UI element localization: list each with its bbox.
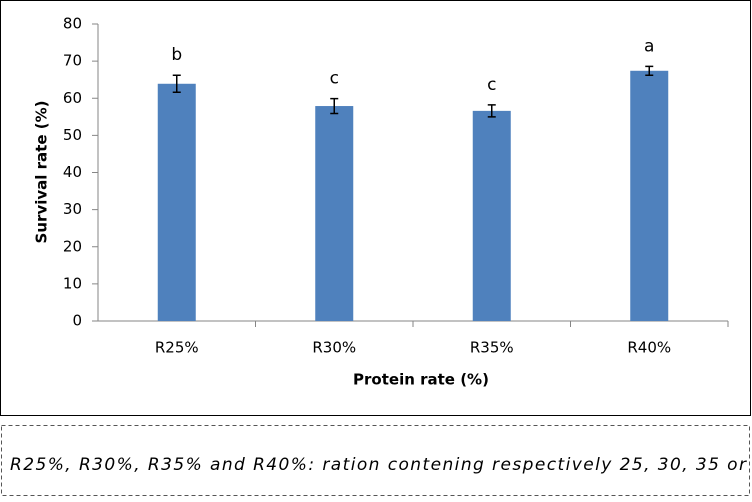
error-bar [172, 74, 181, 94]
x-tick-label: R35% [470, 339, 514, 357]
y-tick-label: 30 [63, 200, 82, 218]
bar [630, 70, 669, 321]
caption-frame [1, 425, 750, 496]
significance-label: b [171, 45, 182, 65]
x-tick-label: R30% [312, 339, 356, 357]
caption: R25%, R30%, R35% and R40%: ration conten… [10, 455, 747, 475]
significance-label: a [644, 36, 654, 56]
bar [157, 83, 196, 322]
chart-frame [0, 0, 751, 416]
significance-label: c [330, 69, 339, 89]
y-tick-label: 60 [63, 89, 82, 107]
x-axis-title: Protein rate (%) [353, 371, 489, 389]
y-tick-label: 0 [72, 312, 82, 330]
error-bar [645, 65, 654, 76]
bar [472, 110, 511, 321]
y-tick-label: 20 [63, 237, 82, 255]
x-tick-label: R25% [155, 339, 199, 357]
y-tick-label: 10 [63, 274, 82, 292]
significance-label: c [487, 75, 496, 95]
error-bar [487, 104, 496, 118]
x-tick-label: R40% [627, 339, 671, 357]
bar [315, 106, 354, 321]
y-axis-title: Survival rate (%) [33, 101, 51, 244]
y-tick-label: 40 [63, 163, 82, 181]
y-tick-label: 50 [63, 126, 82, 144]
y-tick-label: 70 [63, 52, 82, 70]
y-tick-label: 80 [63, 15, 82, 33]
error-bar [330, 97, 339, 115]
